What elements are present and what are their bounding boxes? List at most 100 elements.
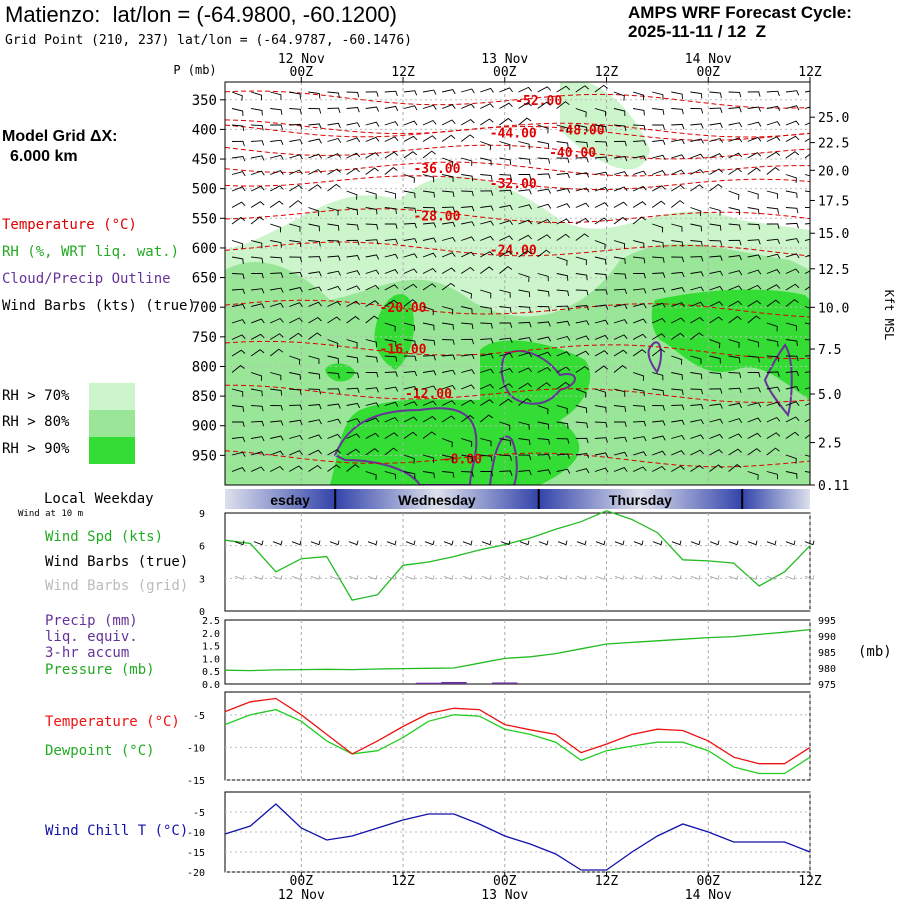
pressure-tick-label: 900 [192, 419, 217, 435]
wind-barb [671, 332, 685, 340]
wind-barb [403, 416, 418, 423]
wind-barb [269, 185, 284, 192]
top-hour-label: 12Z [798, 65, 822, 80]
model-grid-dx-label: Model Grid ΔX: [2, 128, 118, 145]
wind-barb [441, 306, 454, 315]
wind-barb [403, 355, 417, 362]
height-tick-label: 17.5 [818, 194, 849, 209]
wind-barb [728, 300, 743, 307]
isotherm-label: -24.00 [490, 244, 537, 259]
wind-barb [346, 418, 361, 424]
wind-barb [594, 240, 606, 250]
wind-10m-label: Wind at 10 m [18, 509, 84, 519]
wind-barb [384, 284, 399, 291]
precip-accum-label: 3-hr accum [45, 645, 130, 661]
wind-barb [365, 372, 379, 378]
wind-barb [499, 141, 511, 150]
wind-barb [499, 266, 513, 274]
xs-frame [224, 81, 811, 486]
wind-barb-true [766, 540, 777, 546]
wind-barb [365, 254, 380, 260]
wind-barb [365, 284, 380, 291]
wind-barb [308, 153, 322, 159]
wind-barb [270, 450, 284, 456]
wind-barb [346, 152, 361, 159]
wind-barb [346, 107, 360, 113]
pressure-tick-label: 985 [818, 648, 836, 659]
wind-barb [403, 151, 418, 159]
wind-barb [441, 88, 456, 95]
wind-barb [289, 332, 303, 340]
wind-barb [747, 239, 761, 245]
wind-barb [632, 349, 647, 357]
wind-barb [365, 402, 380, 408]
wind-barb [441, 236, 456, 242]
wind-barb [804, 454, 810, 457]
precip-label: Precip (mm) [45, 613, 138, 629]
wind-barb [250, 91, 263, 101]
wind-barbs-true-label: Wind Barbs (true) [45, 554, 189, 570]
wind-barb [652, 154, 666, 160]
wind-barb [384, 401, 399, 407]
wind-barb [403, 190, 416, 199]
wind-barb [747, 339, 759, 348]
wind-barb-grid [443, 575, 454, 580]
wind-barb [766, 223, 780, 229]
wind-barb [785, 222, 799, 229]
wind-barb [728, 91, 742, 98]
wind-barb [690, 301, 704, 307]
wind-barb-grid [500, 575, 511, 580]
height-tick-label: 0.11 [818, 479, 849, 494]
precip-tick-label: 2.0 [202, 629, 220, 640]
wind-barb [499, 289, 511, 298]
wind-barb [671, 419, 685, 425]
model-grid-dx-value: 6.000 km [10, 148, 78, 165]
wind-barb-true [462, 540, 473, 546]
wind-barb [613, 436, 628, 442]
wind-barb [709, 449, 723, 456]
wind-barb [518, 398, 532, 406]
wind-barb [422, 150, 436, 159]
wind-barb [308, 404, 322, 410]
wind-barb [728, 285, 743, 291]
wind-barb [613, 124, 627, 132]
wind-barb [804, 90, 810, 93]
wind-barb [537, 101, 551, 109]
wind-barb [231, 365, 245, 373]
top-date-label: 13 Nov [481, 52, 528, 67]
precip-liq-label: liq. equiv. [45, 629, 138, 645]
precip-tick-label: 0.0 [202, 680, 220, 691]
wind-barb [518, 86, 533, 93]
wind-barb [652, 317, 666, 324]
wind-barb [403, 401, 418, 407]
wind-barb-grid [481, 575, 492, 580]
wind-barb [728, 152, 743, 159]
wind-barb [766, 90, 780, 97]
weekday-label: esday [270, 492, 310, 508]
wind-barb [537, 289, 550, 297]
wind-barb [327, 388, 341, 394]
wind-barb [422, 454, 435, 464]
wind-barb [785, 190, 798, 199]
wind-barb [422, 471, 435, 479]
wind-barb [537, 366, 552, 373]
wind-barb [594, 273, 608, 280]
wind-barb [269, 200, 284, 208]
wind-barb [270, 272, 284, 278]
wind-barb [785, 471, 798, 479]
wind-barb [346, 448, 360, 456]
wind-barb [231, 256, 244, 264]
wind-barb [575, 172, 590, 178]
wind-barb [575, 233, 589, 241]
wind-barb [289, 240, 302, 248]
wind-barb [575, 437, 589, 444]
wind-barb [270, 256, 283, 263]
wind-barb [518, 382, 532, 390]
wind-barb [231, 349, 246, 357]
wind-barb [804, 387, 810, 390]
wind-barb [651, 185, 666, 192]
wind-barb [766, 207, 779, 214]
wind-speed-line [224, 510, 811, 601]
pressure-tick-label: 950 [192, 448, 217, 464]
wind-barb [499, 421, 511, 431]
